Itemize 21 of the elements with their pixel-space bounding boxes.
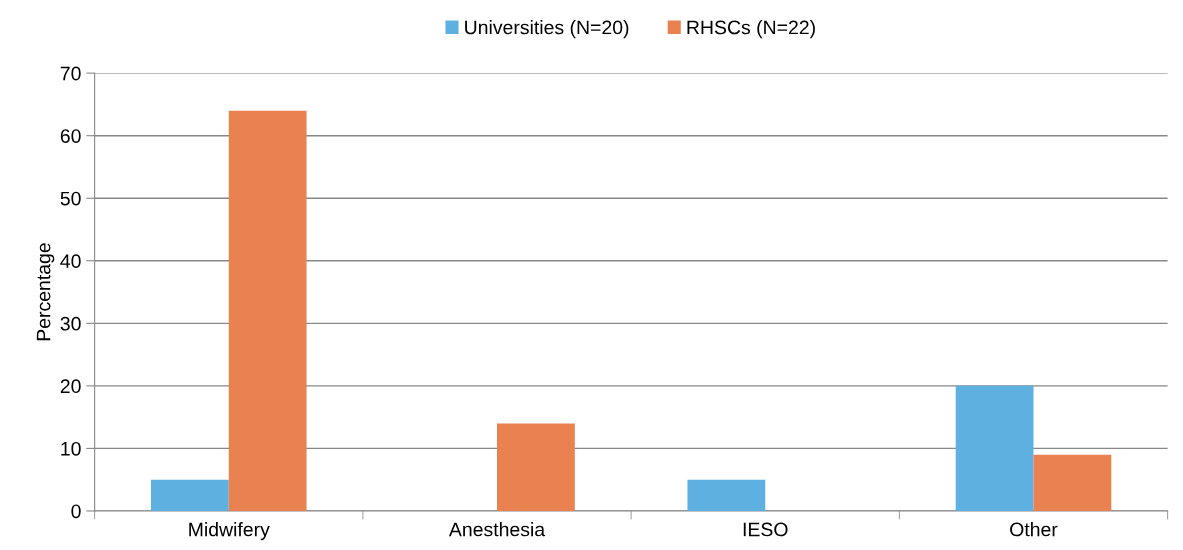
y-tick-label: 20	[60, 379, 81, 394]
bar	[955, 385, 1034, 511]
y-tick-label: 30	[60, 316, 81, 331]
y-tick-label: 60	[60, 129, 81, 143]
x-tick-label: Midwifery	[189, 522, 270, 541]
y-tick-label: 40	[60, 254, 81, 269]
y-tick-label: 70	[60, 66, 81, 81]
y-tick-label: 10	[61, 441, 81, 456]
y-tick-label: 0	[71, 504, 81, 519]
bar	[687, 479, 766, 511]
x-tick-label: Other	[1010, 522, 1058, 537]
bar	[1033, 454, 1112, 511]
bar	[497, 423, 575, 511]
x-tick-label: IESO	[743, 522, 788, 537]
y-axis-title: Percentage	[36, 243, 55, 341]
bar	[228, 110, 307, 511]
y-tick-label: 50	[60, 191, 81, 206]
legend-label: Universities (N=20)	[465, 20, 629, 39]
legend-label: RHSCs (N=22)	[687, 20, 815, 39]
x-tick-label: Anesthesia	[448, 522, 546, 537]
bar	[150, 479, 229, 511]
